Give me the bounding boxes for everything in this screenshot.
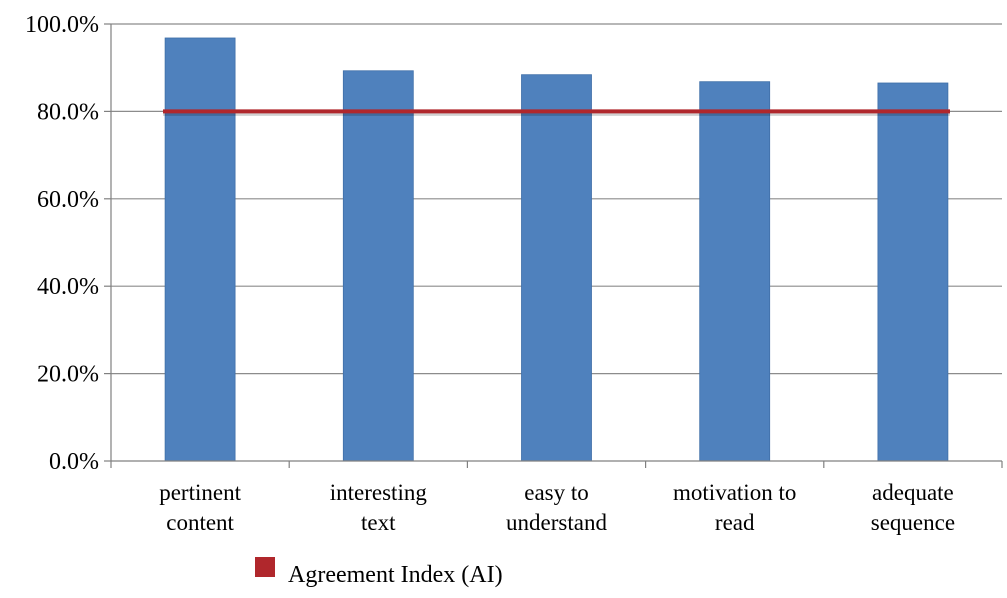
category-label: easy to understand bbox=[506, 480, 607, 535]
bar bbox=[342, 70, 414, 462]
bars bbox=[164, 37, 949, 462]
category-labels: pertinent content interesting text easy to un… bbox=[159, 480, 955, 535]
agreement-index-line bbox=[163, 109, 950, 116]
legend-label: Agreement Index (AI) bbox=[288, 562, 503, 588]
y-tick-label: 80.0% bbox=[37, 99, 99, 125]
y-tick-label: 100.0% bbox=[25, 12, 99, 38]
category-label: motivation to read bbox=[673, 480, 796, 535]
y-tick-label: 20.0% bbox=[37, 362, 99, 388]
y-tick-label: 40.0% bbox=[37, 274, 99, 300]
bar bbox=[164, 37, 236, 462]
legend-swatch bbox=[255, 557, 275, 577]
bar bbox=[877, 82, 949, 462]
y-tick-label: 0.0% bbox=[49, 449, 99, 475]
axes bbox=[104, 23, 1003, 468]
category-label: adequate sequence bbox=[871, 480, 955, 535]
category-label: pertinent content bbox=[159, 480, 241, 535]
category-label: interesting text bbox=[330, 480, 428, 535]
legend: Agreement Index (AI) bbox=[255, 557, 503, 588]
bar bbox=[521, 74, 592, 462]
y-tick-labels: 0.0% 20.0% 40.0% 60.0% 80.0% 100.0% bbox=[25, 12, 99, 475]
y-tick-label: 60.0% bbox=[37, 187, 99, 213]
bar bbox=[699, 81, 771, 462]
